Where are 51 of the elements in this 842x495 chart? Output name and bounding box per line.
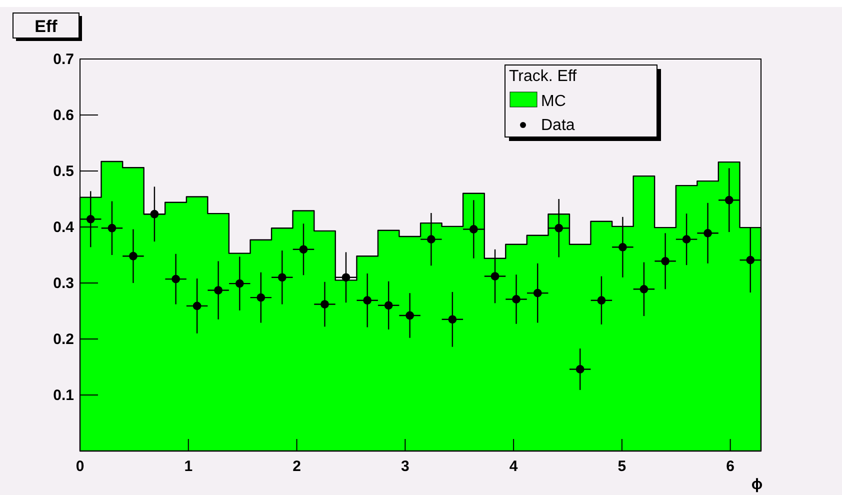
x-tick-label: 5 xyxy=(618,458,626,475)
point xyxy=(512,295,520,304)
point xyxy=(554,224,564,232)
legend-label: Data xyxy=(541,117,575,134)
point xyxy=(108,224,116,232)
point xyxy=(597,296,606,305)
point xyxy=(363,296,372,305)
y-tick-label: 0.5 xyxy=(53,163,74,180)
point xyxy=(86,214,95,224)
point xyxy=(490,272,500,280)
point xyxy=(384,301,393,310)
x-tick-label: 4 xyxy=(509,458,518,475)
point xyxy=(406,311,414,320)
point xyxy=(150,210,159,218)
y-tick-label: 0.1 xyxy=(53,387,74,404)
x-tick-label: 0 xyxy=(76,458,84,475)
point xyxy=(618,242,627,252)
point xyxy=(192,302,202,310)
point xyxy=(342,273,350,282)
point xyxy=(256,293,266,302)
point xyxy=(640,284,648,294)
point xyxy=(320,300,329,308)
x-tick-label: 3 xyxy=(400,458,410,475)
point xyxy=(724,196,734,204)
point xyxy=(426,235,436,244)
point xyxy=(533,288,542,298)
y-tick-label: 0.7 xyxy=(53,51,74,68)
legend-title: Track. Eff xyxy=(509,68,578,85)
y-tick-label: 0.6 xyxy=(53,107,74,124)
point xyxy=(214,286,223,294)
point xyxy=(746,256,755,264)
point xyxy=(469,225,478,234)
point xyxy=(682,235,691,244)
y-tick-label: 0.2 xyxy=(53,331,74,348)
point xyxy=(576,365,584,374)
point xyxy=(704,228,712,238)
point xyxy=(172,274,180,284)
x-tick-label: 6 xyxy=(726,458,734,475)
point xyxy=(235,279,244,288)
x-tick-label: 1 xyxy=(184,458,193,475)
x-axis-title: ϕ xyxy=(751,476,763,493)
x-tick-label: 2 xyxy=(292,458,301,475)
legend-label: MC xyxy=(541,93,566,110)
chart-title: Eff xyxy=(34,17,58,36)
y-tick-label: 0.4 xyxy=(53,219,75,236)
point xyxy=(661,256,670,266)
point xyxy=(448,315,457,324)
y-tick-label: 0.3 xyxy=(53,275,74,292)
point xyxy=(278,273,286,282)
point xyxy=(129,252,138,260)
point xyxy=(299,245,308,254)
